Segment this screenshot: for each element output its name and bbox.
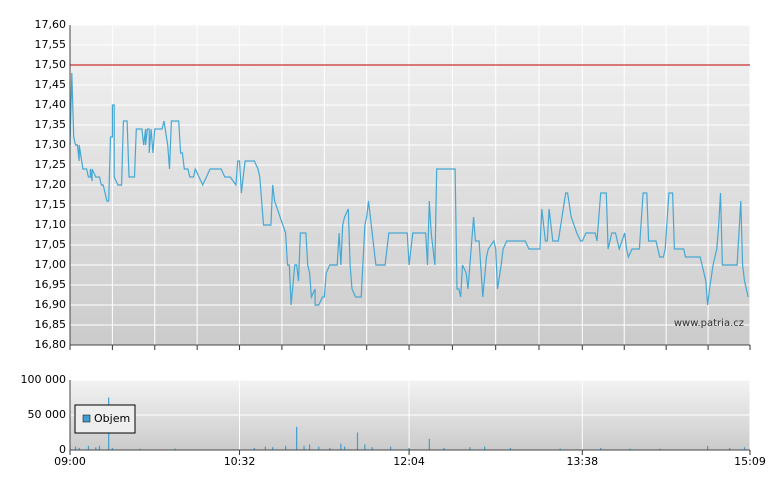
y-tick-label: 0 [59, 443, 66, 456]
x-tick-label: 15:09 [734, 455, 766, 468]
volume-bar [729, 447, 731, 450]
y-tick-label: 17,40 [35, 98, 67, 111]
volume-bar [308, 444, 311, 450]
volume-bar [484, 446, 486, 450]
volume-bar [443, 447, 445, 450]
volume-bar [87, 445, 90, 450]
y-tick-label: 17,35 [35, 118, 67, 131]
volume-bar [98, 445, 101, 450]
volume-bar [659, 448, 661, 450]
volume-bar [74, 446, 77, 450]
y-tick-label: 17,25 [35, 158, 67, 171]
y-tick-label: 17,00 [35, 258, 67, 271]
x-tick-label: 10:32 [224, 455, 256, 468]
y-tick-label: 17,45 [35, 78, 67, 91]
y-tick-label: 16,80 [35, 338, 67, 351]
x-tick-label: 12:04 [393, 455, 425, 468]
price-line [69, 72, 749, 306]
y-tick-label: 17,20 [35, 178, 67, 191]
y-tick-label: 50 000 [28, 408, 67, 421]
y-tick-label: 100 000 [21, 373, 67, 386]
legend-swatch [82, 414, 91, 423]
volume-bar [303, 445, 305, 450]
volume-bar [364, 444, 366, 450]
volume-bar [139, 448, 141, 450]
volume-bar [264, 446, 266, 450]
volume-bar [428, 438, 430, 450]
volume-bar [78, 447, 80, 450]
volume-bar [469, 447, 471, 450]
y-tick-label: 17,55 [35, 38, 67, 51]
volume-bar [390, 446, 392, 450]
y-tick-label: 16,90 [35, 298, 67, 311]
y-tick-label: 17,50 [35, 58, 67, 71]
volume-bar [253, 447, 255, 450]
volume-bar [111, 447, 113, 450]
volume-bar [371, 447, 373, 450]
watermark: www.patria.cz [674, 318, 744, 329]
volume-bar [629, 448, 631, 450]
y-tick-label: 16,85 [35, 318, 67, 331]
volume-bar [559, 448, 561, 450]
x-tick-label: 13:38 [566, 455, 598, 468]
volume-bar [272, 447, 274, 450]
volume-bar [743, 447, 746, 450]
volume-bar [318, 446, 320, 450]
legend-label: Objem [94, 412, 130, 425]
volume-bar [408, 447, 410, 450]
volume-bar [340, 443, 342, 450]
volume-bar [707, 445, 709, 450]
volume-bar [509, 447, 512, 450]
y-tick-label: 17,15 [35, 198, 67, 211]
y-tick-label: 17,05 [35, 238, 67, 251]
volume-bar [343, 446, 346, 450]
volume-bar [296, 426, 298, 450]
y-tick-label: 17,10 [35, 218, 67, 231]
volume-bar [285, 445, 287, 450]
y-tick-label: 16,95 [35, 278, 67, 291]
volume-bar [329, 447, 331, 450]
volume-bar [95, 447, 97, 450]
volume-bar [174, 448, 176, 450]
y-tick-label: 17,30 [35, 138, 67, 151]
y-tick-label: 17,60 [35, 18, 67, 31]
volume-bar [356, 432, 359, 450]
x-tick-label: 09:00 [54, 455, 86, 468]
volume-bar [600, 447, 602, 450]
